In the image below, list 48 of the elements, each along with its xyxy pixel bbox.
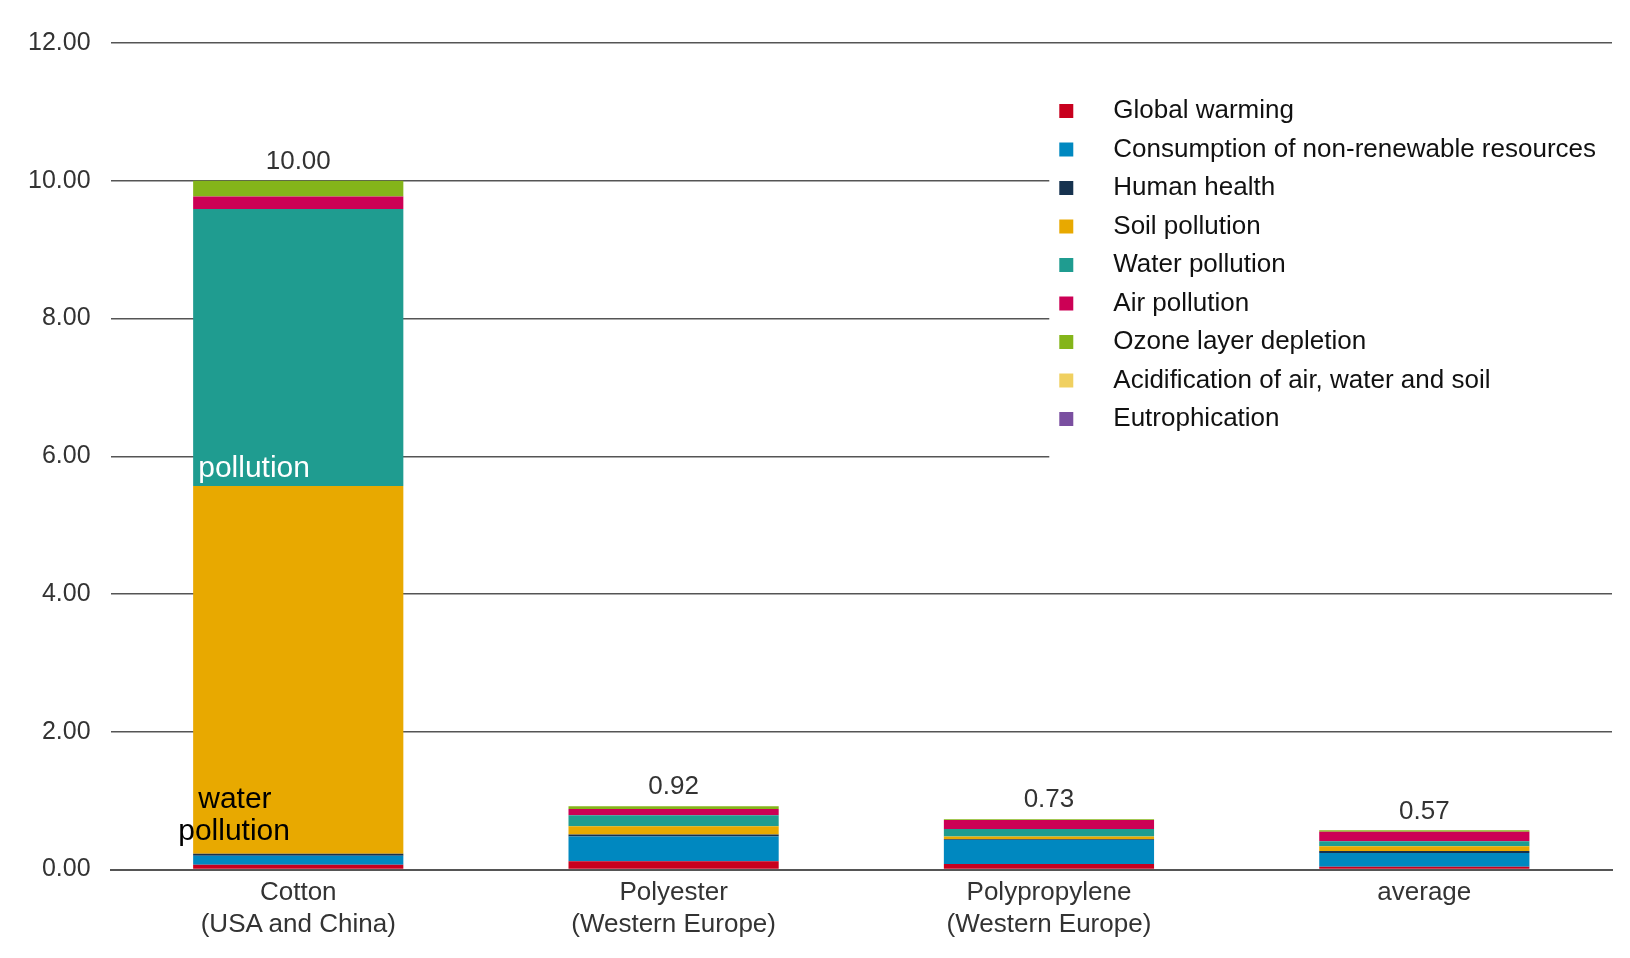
bar: [568, 808, 779, 816]
legend-label: Ozone layer depletion: [1113, 325, 1367, 356]
y-tick-label: 2.00: [41, 715, 91, 744]
bar: [568, 815, 779, 827]
bar: [1319, 851, 1530, 854]
bar: [568, 834, 779, 837]
y-tick-label: 8.00: [41, 302, 91, 331]
total-label: 0.73: [1023, 783, 1075, 814]
bar: [943, 828, 1155, 837]
bar: [1319, 841, 1530, 847]
bar: [193, 853, 404, 856]
bar: [193, 196, 404, 210]
legend-label: Eutrophication: [1113, 402, 1280, 433]
x-tick-label: average: [1377, 876, 1472, 907]
bar: [568, 836, 779, 862]
bar: [1319, 853, 1530, 867]
x-tick-label: Polypropylene (Western Europe): [946, 876, 1152, 938]
legend-label: Human health: [1113, 171, 1276, 202]
bar: [193, 209, 404, 486]
y-tick-label: 12.00: [28, 26, 91, 55]
bar: [943, 864, 1155, 869]
bar: [943, 839, 1155, 865]
y-tick-label: 0.00: [41, 853, 91, 882]
legend-label: Global warming: [1113, 94, 1294, 125]
bar: [568, 861, 779, 869]
bar: [193, 864, 404, 869]
y-tick-label: 4.00: [41, 577, 91, 606]
bar: [568, 806, 779, 809]
bar: [568, 826, 779, 835]
bar: [943, 820, 1155, 829]
total-label: 0.57: [1399, 794, 1450, 825]
annotation: pollution: [198, 449, 311, 483]
x-tick-label: Cotton (USA and China): [200, 876, 396, 938]
legend-label: Consumption of non-renewable resources: [1113, 132, 1596, 163]
bar: [1319, 831, 1530, 842]
legend-label: Air pollution: [1113, 286, 1250, 317]
legend-label: Water pollution: [1113, 248, 1286, 279]
bar: [1319, 866, 1530, 869]
legend-label: Soil pollution: [1113, 209, 1261, 240]
y-tick-label: 6.00: [41, 440, 91, 469]
bar: [193, 180, 404, 197]
total-label: 10.00: [265, 144, 331, 175]
x-tick-label: Polyester (Western Europe): [571, 876, 776, 938]
legend-label: Acidification of air, water and soil: [1113, 363, 1491, 394]
total-label: 0.92: [648, 770, 699, 801]
bar: [1319, 846, 1530, 851]
bar: [193, 855, 404, 865]
y-tick-label: 10.00: [28, 164, 91, 193]
